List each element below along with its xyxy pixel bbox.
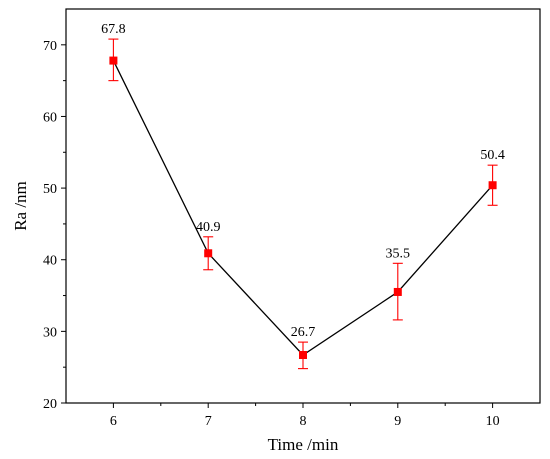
y-tick-label: 70 (43, 39, 57, 54)
data-point (488, 181, 497, 190)
y-tick-label: 60 (43, 110, 57, 125)
data-point (109, 56, 118, 65)
data-label: 40.9 (196, 220, 221, 235)
data-label: 26.7 (291, 325, 316, 340)
x-tick-label: 8 (300, 414, 307, 429)
x-tick-label: 9 (394, 414, 401, 429)
data-point (204, 249, 213, 258)
data-label: 50.4 (480, 148, 505, 163)
plot-area: 6 7 8 9 10 20 30 40 50 60 70 67.8 40.9 26.7 35.5 50.4 (43, 8, 541, 429)
x-tick-label: 7 (205, 414, 212, 429)
y-axis-title: Ra /nm (11, 181, 30, 231)
data-label: 67.8 (101, 22, 126, 37)
y-tick-label: 20 (43, 397, 57, 412)
series-line (112, 60, 494, 356)
y-tick-label: 30 (43, 325, 57, 340)
data-point (299, 351, 307, 360)
x-tick-label: 6 (110, 414, 117, 429)
data-label: 35.5 (386, 246, 411, 261)
data-point (393, 287, 402, 296)
y-tick-label: 50 (43, 182, 57, 197)
x-tick-label: 10 (486, 414, 500, 429)
y-tick-label: 40 (43, 254, 57, 269)
x-axis-title: Time /min (268, 435, 339, 454)
